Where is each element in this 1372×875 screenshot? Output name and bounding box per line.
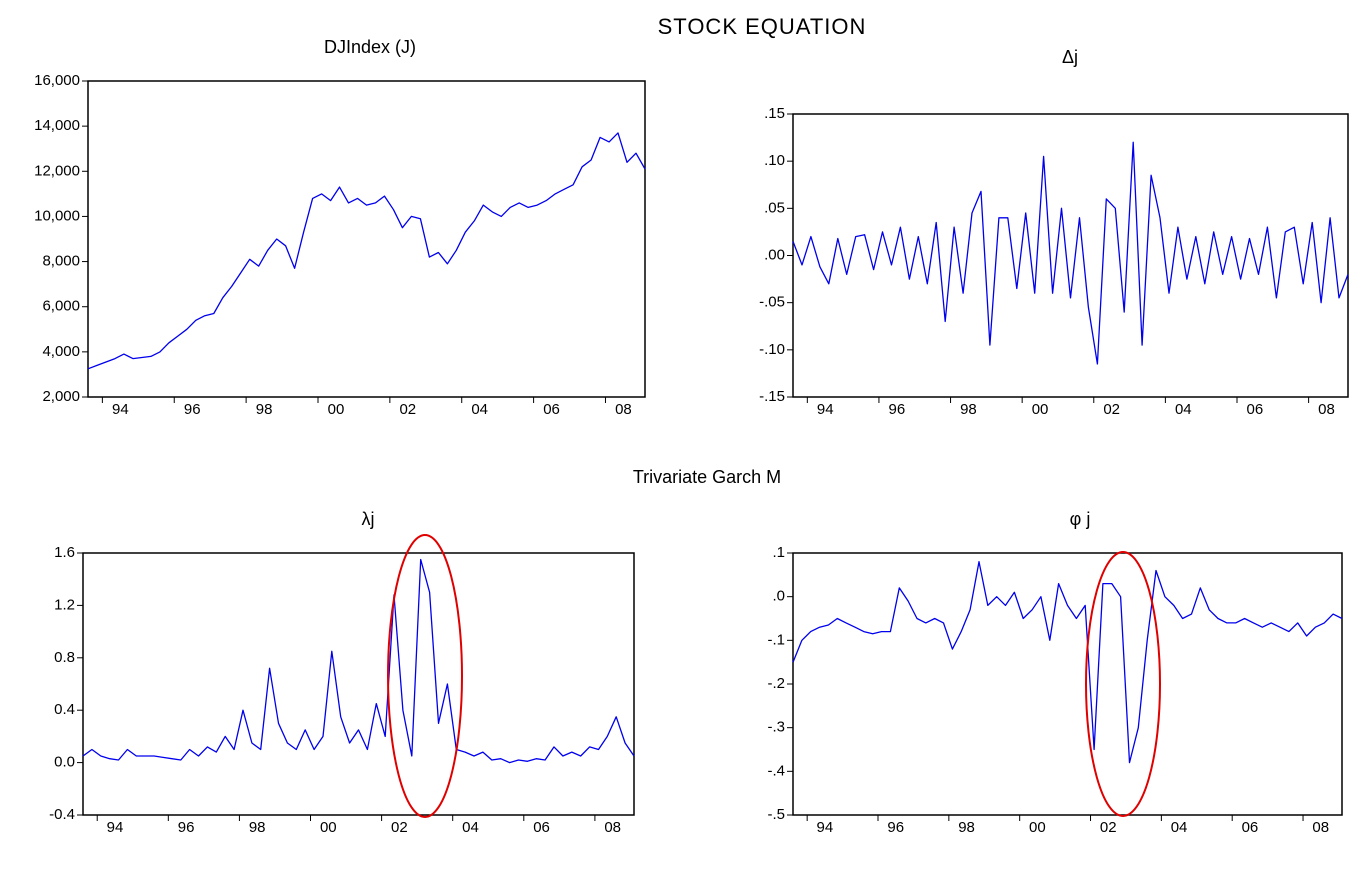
x-tick-label: 06 (533, 819, 550, 836)
chart-title: Δj (1062, 47, 1078, 67)
y-tick-label: .0 (772, 588, 785, 605)
y-tick-label: .10 (764, 152, 785, 169)
y-tick-label: 0.8 (54, 649, 75, 666)
y-tick-label: 0.4 (54, 701, 75, 718)
x-tick-label: 00 (328, 401, 345, 418)
x-tick-label: 00 (1032, 401, 1049, 418)
x-tick-label: 08 (604, 819, 621, 836)
data-line (82, 558, 635, 764)
chart-title: DJIndex (J) (324, 37, 416, 57)
x-tick-label: 08 (615, 401, 632, 418)
y-tick-label: 16,000 (34, 72, 80, 89)
x-tick-label: 94 (817, 401, 834, 418)
x-tick-label: 98 (256, 401, 273, 418)
x-tick-label: 06 (1242, 819, 1259, 836)
x-tick-label: 04 (1171, 819, 1188, 836)
x-tick-label: 06 (1247, 401, 1264, 418)
x-tick-label: 04 (1175, 401, 1192, 418)
plot-frame (792, 552, 1343, 816)
y-tick-label: 1.2 (54, 596, 75, 613)
y-tick-label: 14,000 (34, 117, 80, 134)
x-tick-label: 02 (1103, 401, 1120, 418)
x-tick-label: 06 (543, 401, 560, 418)
y-tick-label: .1 (772, 544, 785, 561)
y-tick-label: -.5 (767, 806, 785, 823)
x-tick-label: 96 (178, 819, 195, 836)
highlight-ellipse (1085, 551, 1161, 817)
y-tick-label: -.05 (759, 294, 785, 311)
y-tick-label: 2,000 (42, 388, 80, 405)
data-line (87, 132, 646, 370)
x-tick-label: 94 (112, 401, 129, 418)
y-tick-label: .15 (764, 105, 785, 122)
y-tick-label: -0.4 (49, 806, 75, 823)
x-tick-label: 04 (462, 819, 479, 836)
plot-frame (82, 552, 635, 816)
x-tick-label: 02 (399, 401, 416, 418)
y-tick-label: -.2 (767, 675, 785, 692)
y-tick-label: 1.6 (54, 544, 75, 561)
x-tick-label: 96 (184, 401, 201, 418)
highlight-ellipse (387, 534, 463, 818)
x-tick-label: 98 (249, 819, 266, 836)
y-tick-label: 10,000 (34, 207, 80, 224)
y-tick-label: 12,000 (34, 162, 80, 179)
y-tick-label: .00 (764, 246, 785, 263)
y-tick-label: -.1 (767, 631, 785, 648)
x-tick-label: 00 (320, 819, 337, 836)
plot-frame (87, 80, 646, 398)
x-tick-label: 94 (817, 819, 834, 836)
x-tick-label: 96 (887, 819, 904, 836)
x-tick-label: 08 (1318, 401, 1335, 418)
x-tick-label: 96 (888, 401, 905, 418)
y-tick-label: .05 (764, 199, 785, 216)
x-tick-label: 08 (1312, 819, 1329, 836)
x-tick-label: 02 (391, 819, 408, 836)
x-tick-label: 94 (107, 819, 124, 836)
x-tick-label: 04 (471, 401, 488, 418)
y-tick-label: -.15 (759, 388, 785, 405)
x-tick-label: 02 (1100, 819, 1117, 836)
figure-title: STOCK EQUATION (658, 14, 867, 39)
y-tick-label: -.10 (759, 341, 785, 358)
y-tick-label: 4,000 (42, 343, 80, 360)
x-tick-label: 98 (960, 401, 977, 418)
y-tick-label: 0.0 (54, 754, 75, 771)
chart-title: λj (362, 509, 375, 529)
y-tick-label: -.3 (767, 719, 785, 736)
chart-title: φ j (1070, 509, 1091, 529)
y-tick-label: 8,000 (42, 253, 80, 270)
data-line (792, 561, 1343, 764)
y-tick-label: -.4 (767, 762, 785, 779)
data-line (792, 141, 1349, 365)
y-tick-label: 6,000 (42, 298, 80, 315)
x-tick-label: 00 (1029, 819, 1046, 836)
plot-frame (792, 113, 1349, 398)
x-tick-label: 98 (958, 819, 975, 836)
section-title: Trivariate Garch M (633, 467, 781, 487)
